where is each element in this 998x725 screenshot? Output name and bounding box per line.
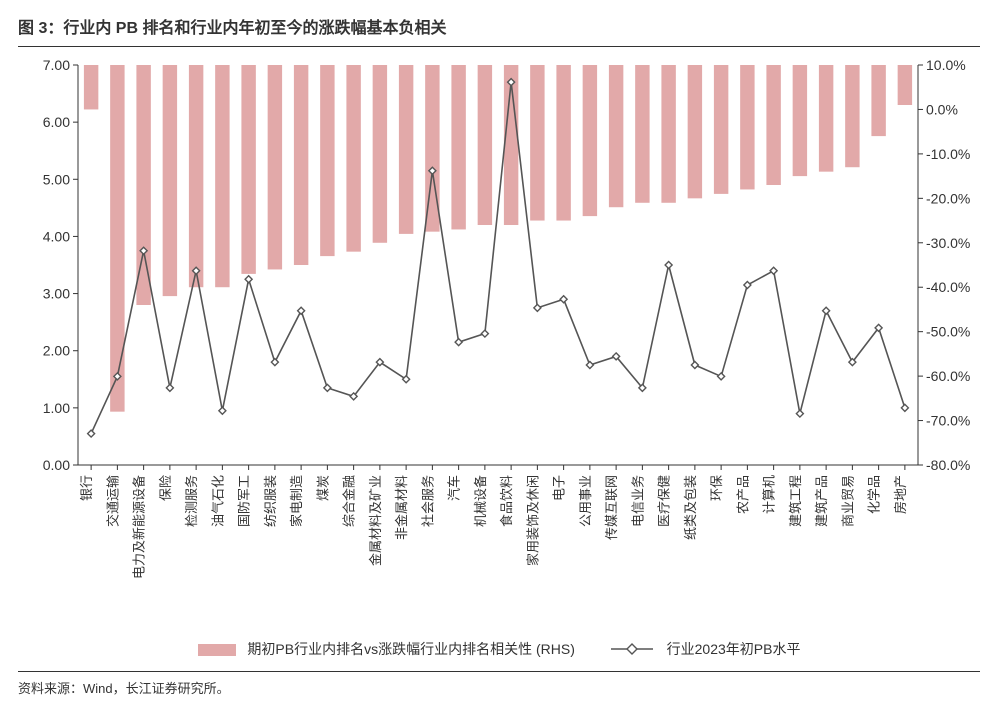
svg-text:保险: 保险 (158, 475, 173, 501)
chart-area: 0.00 1.00 2.00 3.00 4.00 5.00 6.00 7.00 -80.0% -7… (18, 55, 980, 635)
chart-legend: 期初PB行业内排名vs涨跌幅行业内排名相关性 (RHS) 行业2023年初PB水… (18, 639, 980, 659)
svg-text:商业贸易: 商业贸易 (840, 475, 855, 527)
svg-text:检测服务: 检测服务 (184, 475, 199, 527)
svg-text:电信业务: 电信业务 (630, 475, 645, 527)
source-rule (18, 671, 980, 672)
svg-text:-80.0%: -80.0% (926, 457, 970, 473)
svg-text:综合金融: 综合金融 (342, 475, 357, 527)
svg-text:10.0%: 10.0% (926, 57, 966, 73)
svg-text:-50.0%: -50.0% (926, 324, 970, 340)
svg-text:国防军工: 国防军工 (237, 475, 252, 527)
figure-source: 资料来源：Wind，长江证券研究所。 (18, 678, 980, 697)
svg-text:2.00: 2.00 (43, 343, 70, 359)
svg-text:纺织服装: 纺织服装 (263, 475, 278, 527)
source-label: 资料来源： (18, 681, 83, 696)
figure-container: 图 3：行业内 PB 排名和行业内年初至今的涨跌幅基本负相关 0.00 1.00 2… (0, 0, 998, 725)
svg-text:银行: 银行 (79, 475, 94, 501)
svg-text:汽车: 汽车 (447, 475, 462, 501)
svg-text:环保: 环保 (709, 475, 724, 501)
svg-text:化学品: 化学品 (867, 475, 882, 514)
svg-text:食品饮料: 食品饮料 (499, 475, 514, 527)
svg-text:煤炭: 煤炭 (315, 475, 330, 501)
svg-text:-20.0%: -20.0% (926, 190, 970, 206)
svg-text:电子: 电子 (552, 475, 567, 501)
svg-text:电力及新能源设备: 电力及新能源设备 (132, 475, 147, 579)
svg-text:传媒互联网: 传媒互联网 (604, 475, 619, 540)
svg-text:医疗保健: 医疗保健 (657, 475, 672, 527)
svg-text:-60.0%: -60.0% (926, 368, 970, 384)
svg-text:纸类及包装: 纸类及包装 (683, 475, 698, 540)
figure-title-prefix: 图 3： (18, 20, 63, 37)
svg-text:-70.0%: -70.0% (926, 413, 970, 429)
svg-text:0.00: 0.00 (43, 457, 70, 473)
chart-svg: 0.00 1.00 2.00 3.00 4.00 5.00 6.00 7.00 -80.0% -7… (18, 55, 980, 635)
svg-text:-30.0%: -30.0% (926, 235, 970, 251)
svg-text:农产品: 农产品 (735, 475, 750, 514)
legend-swatch-bar (198, 644, 236, 656)
svg-text:1.00: 1.00 (43, 400, 70, 416)
svg-text:公用事业: 公用事业 (578, 475, 593, 527)
legend-label-line: 行业2023年初PB水平 (667, 641, 801, 657)
svg-text:家用装饰及休闲: 家用装饰及休闲 (525, 475, 540, 566)
figure-title: 图 3：行业内 PB 排名和行业内年初至今的涨跌幅基本负相关 (18, 14, 980, 46)
svg-text:-10.0%: -10.0% (926, 146, 970, 162)
svg-text:交通运输: 交通运输 (105, 475, 120, 527)
legend-swatch-line (609, 642, 655, 659)
svg-text:家电制造: 家电制造 (289, 475, 304, 527)
source-text: Wind，长江证券研究所。 (83, 681, 230, 696)
svg-text:0.0%: 0.0% (926, 101, 958, 117)
svg-text:3.00: 3.00 (43, 286, 70, 302)
svg-text:机械设备: 机械设备 (473, 475, 488, 527)
title-rule (18, 46, 980, 47)
svg-text:非金属材料: 非金属材料 (394, 475, 409, 540)
svg-text:4.00: 4.00 (43, 228, 70, 244)
svg-text:7.00: 7.00 (43, 57, 70, 73)
svg-text:-40.0%: -40.0% (926, 279, 970, 295)
svg-text:5.00: 5.00 (43, 171, 70, 187)
svg-text:建筑产品: 建筑产品 (814, 475, 829, 527)
legend-label-bar: 期初PB行业内排名vs涨跌幅行业内排名相关性 (RHS) (247, 641, 574, 657)
svg-text:金属材料及矿业: 金属材料及矿业 (368, 475, 383, 566)
svg-text:6.00: 6.00 (43, 114, 70, 130)
figure-title-text: 行业内 PB 排名和行业内年初至今的涨跌幅基本负相关 (63, 20, 446, 37)
svg-text:计算机: 计算机 (762, 475, 777, 514)
svg-text:建筑工程: 建筑工程 (788, 475, 803, 527)
svg-text:油气石化: 油气石化 (210, 475, 225, 527)
svg-text:房地产: 房地产 (893, 475, 908, 514)
svg-text:社会服务: 社会服务 (420, 475, 435, 527)
